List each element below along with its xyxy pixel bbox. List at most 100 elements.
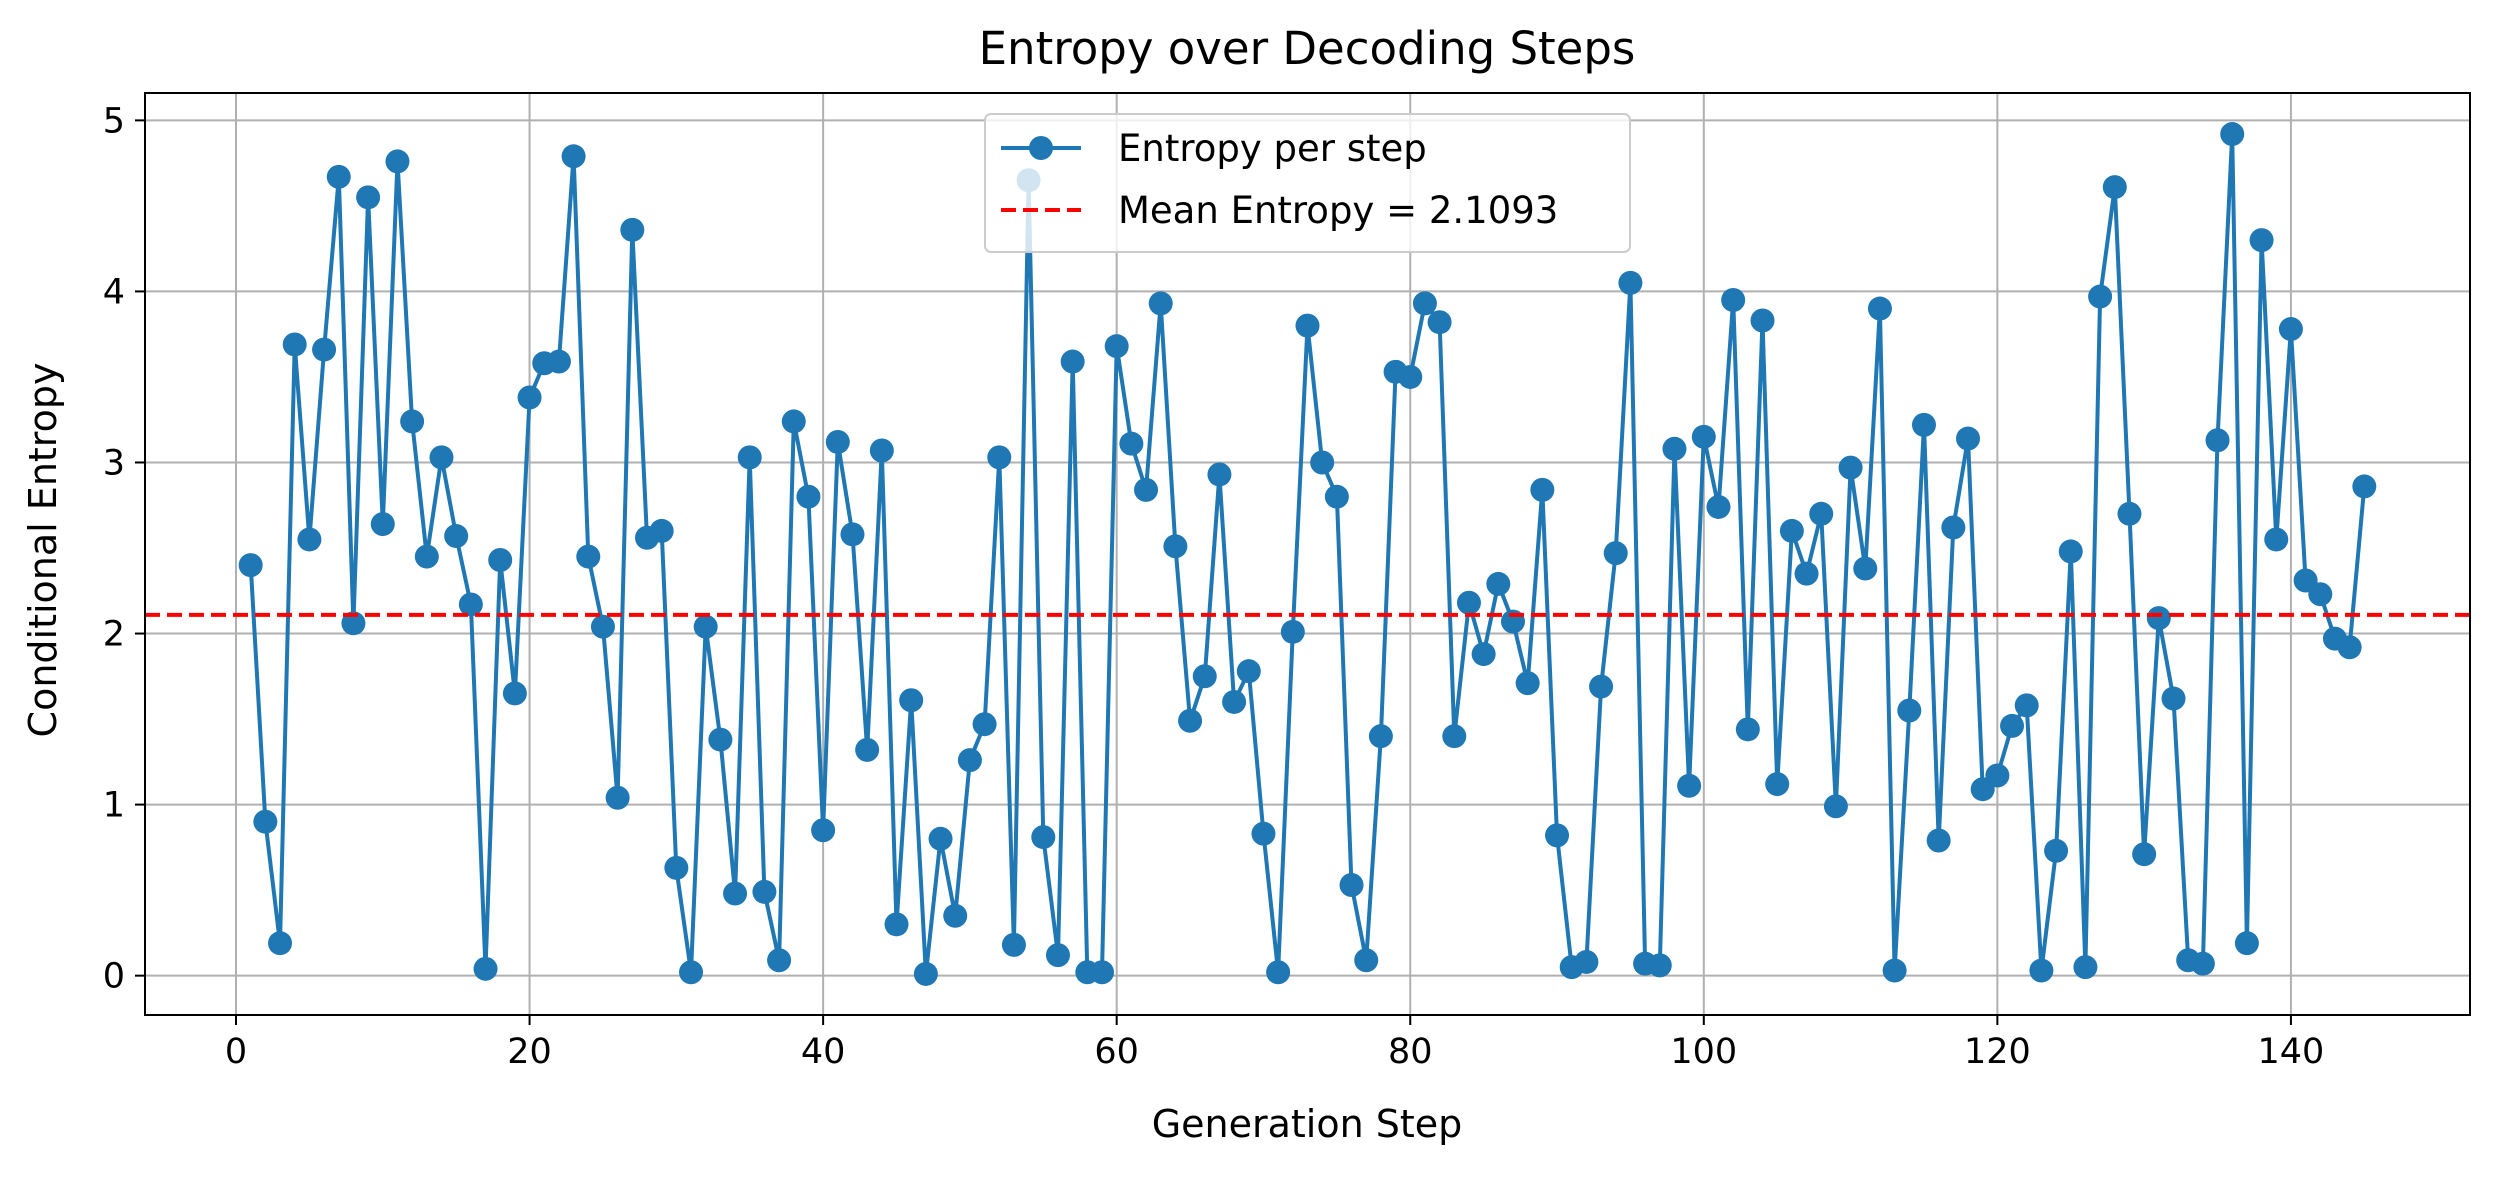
entropy-point	[825, 429, 850, 454]
entropy-point	[1603, 541, 1628, 566]
entropy-point	[2014, 693, 2039, 718]
entropy-point	[723, 881, 748, 906]
entropy-point	[1163, 534, 1188, 559]
entropy-point	[517, 385, 542, 410]
entropy-point	[253, 809, 278, 834]
chart-title: Entropy over Decoding Steps	[979, 22, 1636, 75]
x-tick-label: 0	[225, 1032, 247, 1072]
entropy-point	[1427, 310, 1452, 335]
entropy-point	[2190, 951, 2215, 976]
entropy-point	[1324, 484, 1349, 509]
entropy-point	[370, 512, 395, 537]
entropy-point	[1045, 943, 1070, 968]
legend-label-entropy: Entropy per step	[1118, 127, 1427, 170]
entropy-point	[576, 544, 601, 569]
entropy-point	[620, 217, 645, 242]
entropy-point	[855, 737, 880, 762]
entropy-point	[1530, 477, 1555, 502]
entropy-point	[1794, 561, 1819, 586]
entropy-point	[1486, 571, 1511, 596]
entropy-point	[1779, 518, 1804, 543]
entropy-point	[1941, 515, 1966, 540]
entropy-point	[1853, 556, 1878, 581]
y-tick-label: 4	[103, 272, 125, 312]
y-axis-label: Conditional Entropy	[21, 363, 65, 738]
entropy-point	[1677, 773, 1702, 798]
entropy-point	[502, 681, 527, 706]
entropy-point	[1882, 958, 1907, 983]
legend-marker-entropy	[1029, 136, 1053, 160]
entropy-point	[2234, 931, 2259, 956]
x-tick-label: 60	[1094, 1032, 1139, 1072]
entropy-point	[1647, 953, 1672, 978]
entropy-point	[1090, 960, 1115, 985]
entropy-point	[2264, 527, 2289, 552]
entropy-point	[1060, 349, 1085, 374]
series-layer	[145, 122, 2470, 986]
entropy-point	[2352, 474, 2377, 499]
entropy-point	[297, 527, 322, 552]
entropy-point	[1911, 412, 1936, 437]
entropy-point	[1721, 287, 1746, 312]
x-tick-label: 100	[1670, 1032, 1737, 1072]
entropy-point	[1515, 671, 1540, 696]
legend: Entropy per step Mean Entropy = 2.1093	[984, 113, 1631, 253]
entropy-point	[458, 592, 483, 617]
entropy-point	[1442, 724, 1467, 749]
y-tick-label: 5	[103, 101, 125, 141]
entropy-point	[2308, 582, 2333, 607]
entropy-point	[2102, 175, 2127, 200]
entropy-point	[2044, 838, 2069, 863]
entropy-point	[1867, 296, 1892, 321]
entropy-point	[2117, 501, 2142, 526]
entropy-point	[1412, 291, 1437, 316]
entropy-point	[708, 727, 733, 752]
x-tick-label: 140	[2258, 1032, 2325, 1072]
y-tick-label: 2	[103, 615, 125, 655]
entropy-point	[2220, 122, 2245, 147]
entropy-point	[811, 818, 836, 843]
entropy-point	[590, 614, 615, 639]
entropy-point	[444, 524, 469, 549]
entropy-point	[1750, 308, 1775, 333]
entropy-point	[1823, 794, 1848, 819]
entropy-point	[1897, 698, 1922, 723]
entropy-point	[1706, 494, 1731, 519]
entropy-point	[1192, 664, 1217, 689]
entropy-point	[2337, 635, 2362, 660]
entropy-point	[546, 349, 571, 374]
x-tick-label: 20	[507, 1032, 552, 1072]
entropy-point	[1765, 772, 1790, 797]
entropy-point	[664, 855, 689, 880]
entropy-point	[1545, 823, 1570, 848]
plot-frame	[144, 92, 2471, 1016]
entropy-point	[840, 522, 865, 547]
entropy-point	[473, 956, 498, 981]
entropy-point	[1926, 828, 1951, 853]
entropy-point	[1368, 724, 1393, 749]
entropy-point	[1985, 763, 2010, 788]
x-tick-label: 40	[801, 1032, 846, 1072]
entropy-point	[2000, 713, 2025, 738]
entropy-point	[2146, 606, 2171, 631]
entropy-point	[326, 164, 351, 189]
entropy-point	[1236, 659, 1261, 684]
entropy-point	[341, 611, 366, 636]
entropy-point	[312, 337, 337, 362]
entropy-point	[429, 445, 454, 470]
entropy-point	[2088, 284, 2113, 309]
entropy-point	[649, 518, 674, 543]
entropy-point	[972, 712, 997, 737]
entropy-point	[957, 748, 982, 773]
entropy-point	[1574, 949, 1599, 974]
entropy-point	[1178, 708, 1203, 733]
entropy-point	[1691, 424, 1716, 449]
entropy-point	[1266, 960, 1291, 985]
entropy-point	[1662, 436, 1687, 461]
y-tick-label: 0	[103, 957, 125, 997]
entropy-point	[400, 409, 425, 434]
entropy-point	[737, 445, 762, 470]
entropy-point	[1104, 334, 1129, 359]
entropy-point	[693, 614, 718, 639]
